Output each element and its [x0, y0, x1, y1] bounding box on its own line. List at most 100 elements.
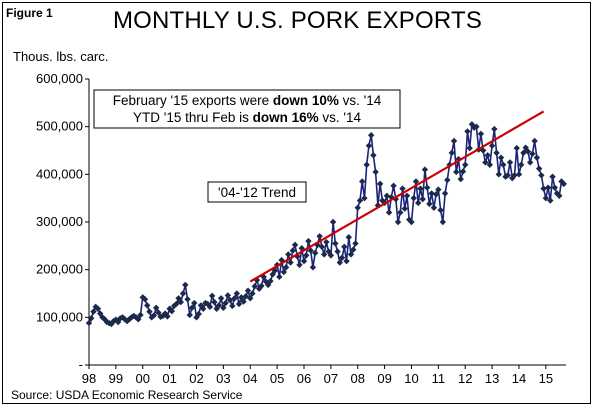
- data-point: [526, 159, 534, 166]
- data-point: [423, 184, 431, 191]
- data-point: [148, 314, 155, 321]
- data-point: [544, 184, 552, 191]
- figure-label: Figure 1: [6, 6, 53, 20]
- data-point: [363, 161, 370, 168]
- x-tick-label: 01: [162, 371, 176, 386]
- y-tick-label: 200,000: [36, 262, 83, 277]
- data-point: [191, 299, 198, 307]
- trend-label-frame: [207, 181, 307, 203]
- data-point: [186, 311, 193, 319]
- data-point: [184, 296, 191, 303]
- annotation-line-2: YTD '15 thru Feb is down 16% vs. '14: [133, 110, 361, 125]
- data-point: [188, 304, 196, 311]
- data-point: [473, 123, 480, 130]
- x-tick-label: 04: [243, 371, 257, 386]
- data-point: [215, 302, 223, 309]
- x-tick-label: 13: [485, 371, 499, 386]
- data-point: [441, 190, 449, 197]
- data-point: [509, 174, 516, 182]
- data-point: [238, 294, 245, 301]
- data-point: [166, 305, 173, 312]
- data-point: [464, 128, 471, 135]
- data-point: [488, 142, 496, 149]
- data-point: [504, 172, 511, 179]
- data-point: [303, 252, 310, 259]
- data-point: [352, 240, 359, 247]
- data-point: [244, 287, 252, 294]
- data-point: [430, 204, 438, 211]
- data-point: [208, 292, 216, 300]
- data-point: [141, 296, 149, 303]
- data-point: [329, 218, 337, 226]
- data-point: [200, 305, 207, 312]
- y-tick-labels: 600,000 500,000 400,000 300,000 200,000 …: [36, 71, 83, 372]
- x-tick-label: 06: [297, 371, 311, 386]
- data-point: [538, 172, 545, 179]
- x-tick-label: 99: [109, 371, 123, 386]
- data-point: [535, 165, 543, 172]
- data-point: [367, 132, 375, 139]
- data-point: [459, 168, 467, 175]
- data-point: [300, 257, 308, 265]
- y-axis-label: Thous. lbs. carc.: [13, 49, 108, 64]
- annotation-frame: [93, 89, 401, 129]
- x-tick-label: 07: [324, 371, 338, 386]
- data-point: [462, 161, 469, 168]
- y-tick-label: -: [79, 357, 83, 372]
- data-point: [311, 249, 319, 257]
- data-point: [432, 191, 440, 198]
- data-point: [513, 144, 520, 152]
- data-point: [305, 237, 312, 245]
- data-point: [493, 149, 500, 157]
- data-point: [448, 149, 455, 157]
- trend-label-box: '04-'12 Trend: [207, 181, 307, 203]
- data-point: [307, 247, 314, 254]
- data-point: [542, 194, 550, 202]
- exports-line: [88, 122, 565, 325]
- data-point: [240, 298, 247, 305]
- data-point: [390, 182, 397, 189]
- data-point: [249, 290, 256, 297]
- data-point: [233, 290, 241, 297]
- data-point: [522, 144, 529, 151]
- data-point: [403, 192, 411, 199]
- data-point: [177, 298, 185, 306]
- data-point: [457, 175, 464, 183]
- x-tick-label: 03: [216, 371, 230, 386]
- data-point: [506, 159, 514, 166]
- x-tick-label: 09: [377, 371, 391, 386]
- chart-svg: Thous. lbs. carc. 600,000 500,000 400,00…: [13, 49, 567, 386]
- data-point: [491, 125, 498, 133]
- x-tick-label: 02: [189, 371, 203, 386]
- x-tick-label: 05: [270, 371, 284, 386]
- data-point: [365, 142, 373, 149]
- data-point: [327, 252, 335, 259]
- data-point: [511, 172, 518, 179]
- data-point: [394, 218, 402, 226]
- x-tick-label: 00: [136, 371, 150, 386]
- x-tick-label: 14: [512, 371, 526, 386]
- data-point: [296, 261, 303, 269]
- data-point: [370, 152, 377, 159]
- data-point: [197, 302, 205, 309]
- data-point: [547, 197, 554, 204]
- x-tick-label: 12: [458, 371, 472, 386]
- data-point: [450, 137, 458, 145]
- trend-line: [249, 110, 545, 283]
- data-point: [242, 293, 249, 300]
- data-point: [94, 305, 102, 312]
- data-point: [309, 264, 317, 271]
- x-tick-label: 15: [539, 371, 553, 386]
- data-point: [226, 296, 234, 304]
- data-point: [135, 316, 142, 323]
- data-point: [182, 281, 189, 289]
- data-point: [334, 248, 341, 255]
- data-point: [408, 218, 415, 226]
- y-tick-label: 300,000: [36, 214, 83, 229]
- data-point: [356, 197, 364, 204]
- data-point: [484, 152, 491, 159]
- data-point: [520, 149, 527, 157]
- data-point: [291, 241, 299, 249]
- data-point: [417, 185, 424, 192]
- data-point: [556, 192, 563, 199]
